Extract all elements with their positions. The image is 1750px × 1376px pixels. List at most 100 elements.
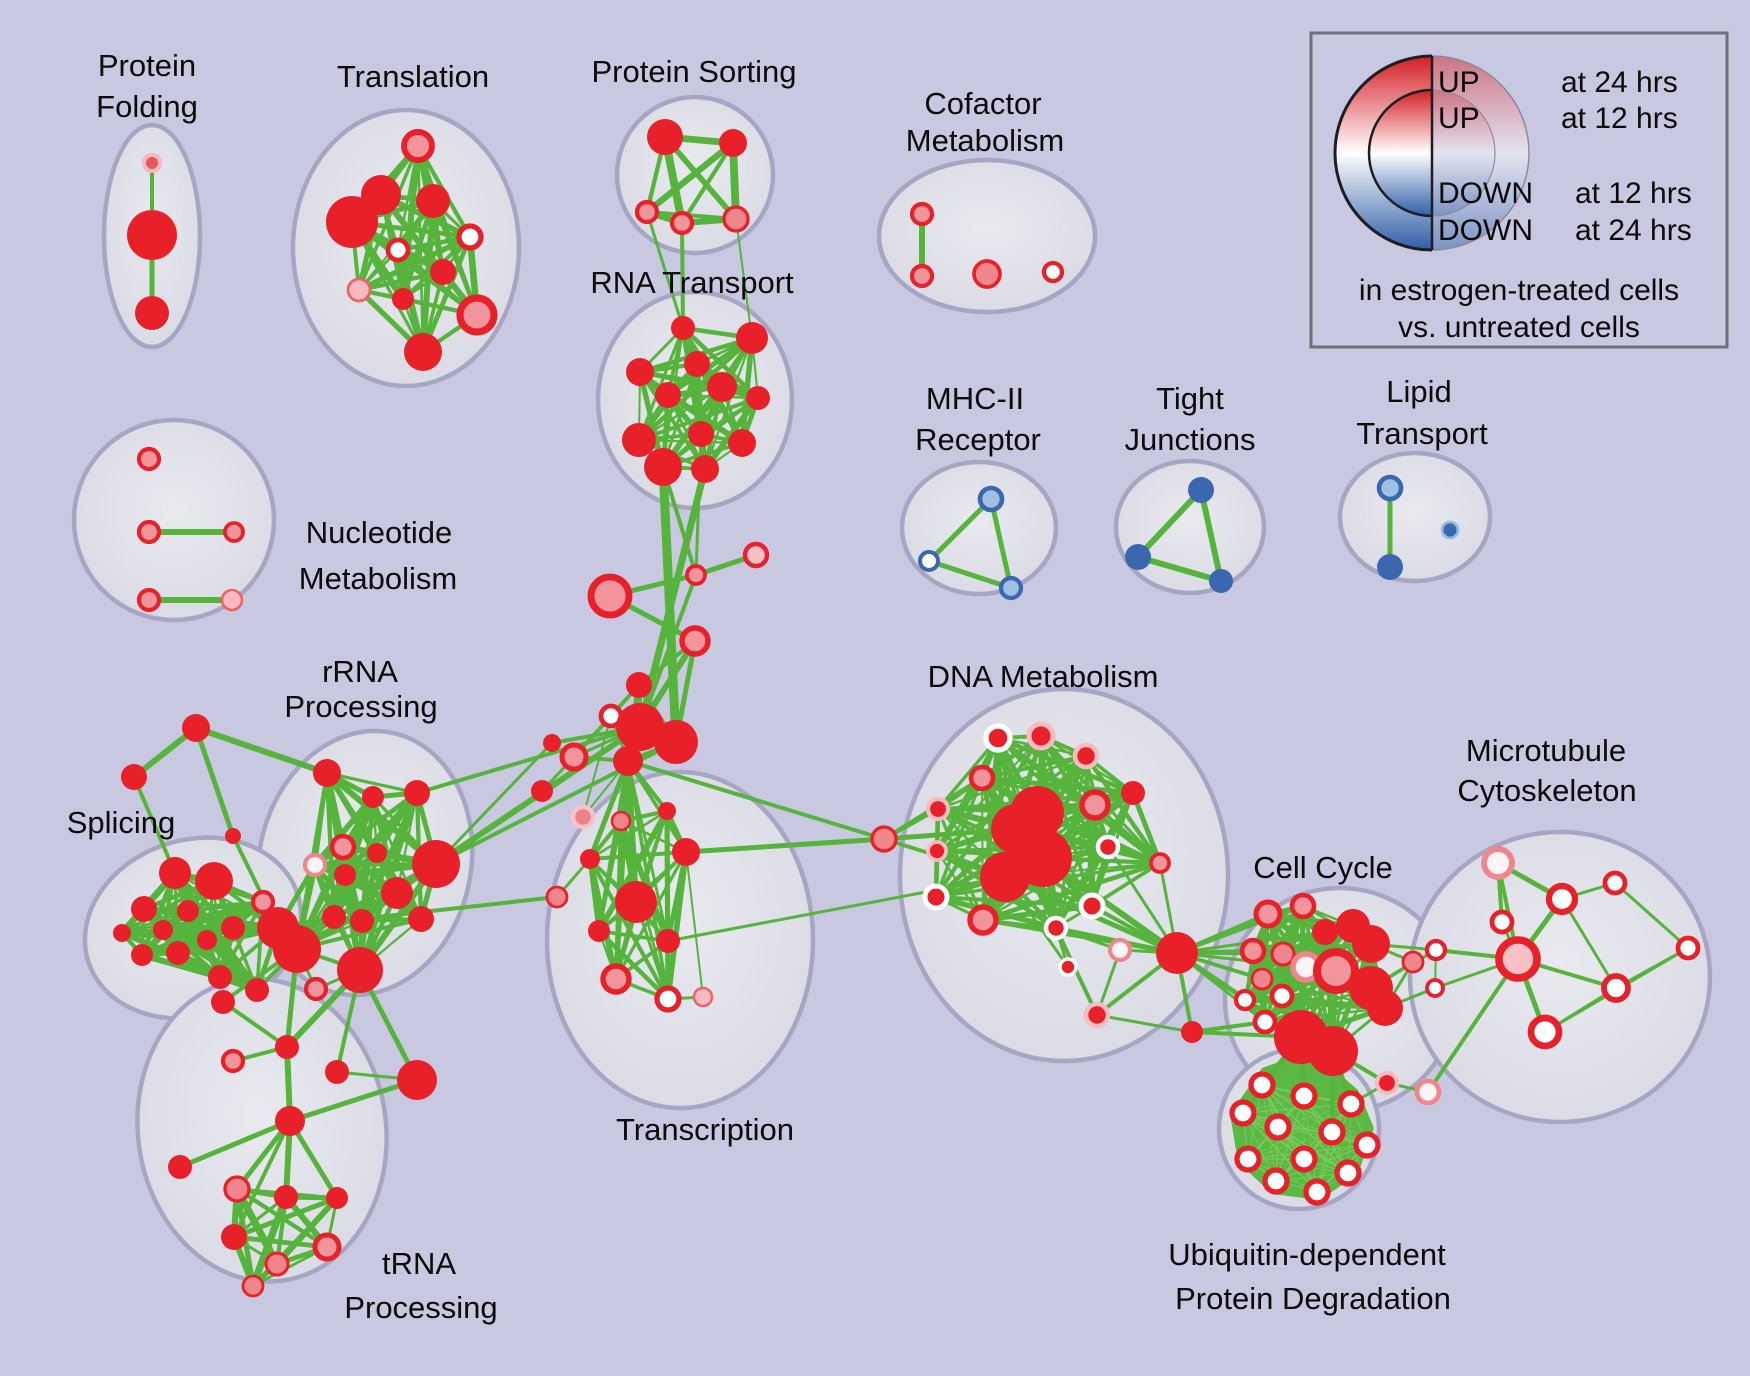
node-txn-3[interactable]: [613, 746, 643, 776]
node-cc-12[interactable]: [1252, 1009, 1278, 1035]
node-ubiq-3[interactable]: [1229, 1099, 1257, 1127]
node-splice-7[interactable]: [153, 920, 173, 940]
node-hub-1[interactable]: [742, 541, 770, 569]
node-splice-8[interactable]: [113, 924, 131, 942]
node-rrna-16[interactable]: [303, 976, 329, 1002]
node-ubiq-5[interactable]: [1318, 1118, 1346, 1146]
node-lipid-2[interactable]: [1440, 520, 1460, 540]
node-hub-9[interactable]: [545, 885, 569, 909]
node-rrna-15[interactable]: [325, 1060, 349, 1084]
node-rna-10[interactable]: [644, 448, 682, 486]
node-dna-14[interactable]: [1043, 915, 1069, 941]
node-dna-4[interactable]: [925, 796, 951, 822]
node-rna-6[interactable]: [746, 386, 770, 410]
node-rrna-9[interactable]: [322, 905, 346, 929]
node-hub-5[interactable]: [654, 720, 698, 764]
node-txn-6[interactable]: [580, 849, 600, 869]
node-micro-8[interactable]: [1414, 1078, 1442, 1106]
node-micro-4[interactable]: [1495, 936, 1541, 982]
node-trans-10[interactable]: [404, 333, 442, 371]
node-fold-0[interactable]: [142, 153, 162, 173]
node-txn-9[interactable]: [588, 920, 610, 942]
node-dna-6[interactable]: [926, 840, 948, 862]
node-lipid-1[interactable]: [1377, 554, 1403, 580]
node-rrna-13[interactable]: [337, 947, 383, 993]
node-dna-5[interactable]: [870, 825, 898, 853]
node-trna-3[interactable]: [168, 1155, 192, 1179]
node-trans-4[interactable]: [456, 223, 484, 251]
node-rrna-14[interactable]: [397, 1060, 437, 1100]
node-micro-10[interactable]: [1425, 978, 1445, 998]
node-splice-1[interactable]: [121, 764, 147, 790]
node-splice-4[interactable]: [195, 862, 233, 900]
node-trna-5[interactable]: [274, 1185, 298, 1209]
node-trna-6[interactable]: [326, 1187, 348, 1209]
node-rrna-6[interactable]: [367, 843, 387, 863]
node-ubiq-10[interactable]: [1262, 1167, 1290, 1195]
node-nuc-1[interactable]: [136, 519, 162, 545]
node-trna-4[interactable]: [223, 1175, 251, 1203]
node-rna-5[interactable]: [707, 372, 737, 402]
node-cc-9[interactable]: [1250, 967, 1274, 991]
node-nuc-3[interactable]: [136, 587, 162, 613]
node-cc-4[interactable]: [1239, 937, 1267, 965]
node-micro-5[interactable]: [1527, 1014, 1563, 1050]
node-dna-7[interactable]: [1079, 789, 1111, 821]
node-dna-13[interactable]: [967, 904, 999, 936]
node-ubiq-8[interactable]: [1290, 1145, 1318, 1173]
node-hub-4[interactable]: [616, 703, 664, 751]
node-mhc-2[interactable]: [998, 575, 1024, 601]
node-cc-1[interactable]: [1289, 892, 1317, 920]
node-cc-10[interactable]: [1269, 983, 1295, 1009]
node-splice-15[interactable]: [250, 889, 276, 915]
node-cc-11[interactable]: [1233, 988, 1257, 1012]
node-hub-8[interactable]: [570, 804, 596, 830]
node-rna-9[interactable]: [728, 429, 756, 457]
node-dna-0[interactable]: [983, 723, 1013, 753]
node-dna-1[interactable]: [1026, 721, 1056, 751]
node-txn-4[interactable]: [658, 802, 676, 820]
node-splice-9[interactable]: [131, 944, 153, 966]
node-trna-9[interactable]: [264, 1251, 290, 1277]
node-trna-11[interactable]: [211, 990, 235, 1014]
node-fold-2[interactable]: [135, 296, 169, 330]
node-rna-0[interactable]: [671, 316, 695, 340]
node-rrna-10[interactable]: [350, 909, 374, 933]
node-hub-2[interactable]: [587, 573, 633, 619]
node-dna-2[interactable]: [1072, 742, 1100, 770]
node-nuc-2[interactable]: [223, 521, 245, 543]
node-splice-0[interactable]: [182, 714, 210, 742]
node-hub-6[interactable]: [543, 734, 561, 752]
node-txn-10[interactable]: [656, 929, 680, 953]
node-cc-17[interactable]: [1401, 950, 1425, 974]
node-ubiq-9[interactable]: [1334, 1159, 1362, 1187]
node-tight-0[interactable]: [1188, 477, 1214, 503]
node-trna-1[interactable]: [220, 1048, 246, 1074]
node-rrna-0[interactable]: [313, 759, 341, 787]
node-trna-2[interactable]: [275, 1035, 299, 1059]
node-sort-2[interactable]: [634, 199, 660, 225]
node-trans-6[interactable]: [430, 259, 456, 285]
node-rna-8[interactable]: [688, 421, 714, 447]
node-txn-12[interactable]: [654, 985, 682, 1013]
node-rrna-5[interactable]: [334, 864, 356, 886]
node-hub-3[interactable]: [679, 625, 711, 657]
node-micro-3[interactable]: [1424, 938, 1448, 962]
node-sort-1[interactable]: [719, 129, 747, 157]
node-nuc-4[interactable]: [220, 588, 244, 612]
node-dna-17[interactable]: [1095, 834, 1121, 860]
node-txn-2[interactable]: [559, 742, 589, 772]
node-micro-7[interactable]: [1374, 1070, 1400, 1096]
node-sort-0[interactable]: [647, 119, 683, 155]
node-cc-2[interactable]: [1312, 919, 1338, 945]
node-splice-10[interactable]: [166, 941, 190, 965]
node-dna-21[interactable]: [1083, 1001, 1111, 1029]
node-splice-13[interactable]: [257, 907, 299, 949]
node-cof-0[interactable]: [909, 201, 935, 227]
node-txn-11[interactable]: [600, 963, 632, 995]
node-dna-3[interactable]: [968, 764, 996, 792]
node-rrna-3[interactable]: [329, 833, 357, 861]
node-splice-2[interactable]: [225, 828, 241, 844]
node-micro-1[interactable]: [1545, 882, 1579, 916]
node-micro-6[interactable]: [1601, 973, 1631, 1003]
